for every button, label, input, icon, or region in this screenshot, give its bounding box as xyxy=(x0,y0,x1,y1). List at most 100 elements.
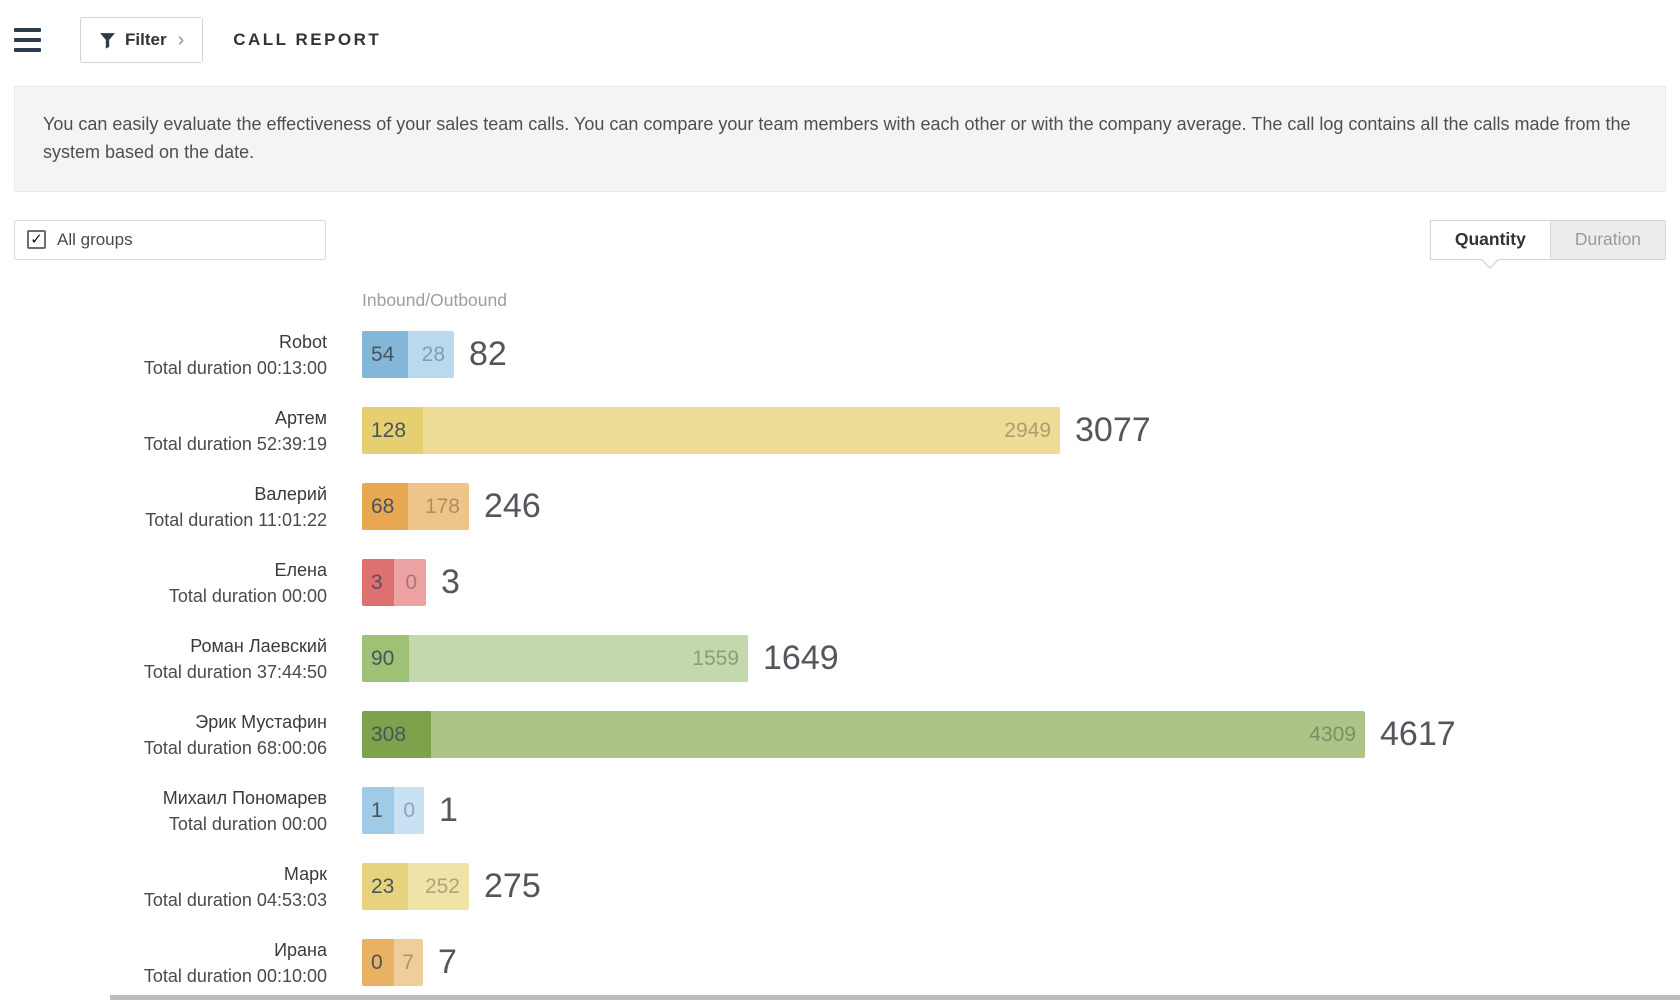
bar-segment-outbound[interactable]: 252 xyxy=(408,863,469,911)
bar: 1 0 xyxy=(362,787,424,835)
agent-name: Robot xyxy=(278,331,327,352)
menu-icon[interactable] xyxy=(14,25,50,55)
row-label: Ирана Total duration 00:10:00 xyxy=(0,937,327,989)
page-title: CALL REPORT xyxy=(233,30,382,49)
chart-row: Роман Лаевский Total duration 37:44:50 9… xyxy=(0,621,1680,697)
bar-segment-inbound[interactable]: 128 xyxy=(362,407,423,455)
filter-button[interactable]: Filter › xyxy=(80,17,204,63)
chart-row: Елена Total duration 00:00 3 0 3 xyxy=(0,545,1680,621)
funnel-icon xyxy=(99,32,116,49)
outbound-count: 0 xyxy=(403,798,415,822)
outbound-count: 178 xyxy=(424,494,460,518)
bar: 128 2949 xyxy=(362,407,1060,455)
bar-segment-outbound[interactable]: 7 xyxy=(394,939,423,987)
total-count: 4617 xyxy=(1380,715,1456,754)
bar-segment-inbound[interactable]: 308 xyxy=(362,711,431,759)
total-count: 7 xyxy=(438,943,457,982)
controls-row: ✓ All groups Quantity Duration xyxy=(14,219,1666,269)
inbound-count: 1 xyxy=(371,798,383,822)
bar-segment-inbound[interactable]: 1 xyxy=(362,787,394,835)
chart-row: Марк Total duration 04:53:03 23 252 275 xyxy=(0,849,1680,925)
total-count: 82 xyxy=(469,335,507,374)
chart-row: Артем Total duration 52:39:19 128 2949 3… xyxy=(0,393,1680,469)
agent-name: Валерий xyxy=(254,483,327,504)
bar: 308 4309 xyxy=(362,711,1365,759)
info-box: You can easily evaluate the effectivenes… xyxy=(14,86,1666,192)
agent-total-duration: Total duration 68:00:06 xyxy=(143,737,327,758)
total-count: 275 xyxy=(484,867,541,906)
bar-segment-inbound[interactable]: 3 xyxy=(362,559,394,607)
all-groups-checkbox-field[interactable]: ✓ All groups xyxy=(14,219,326,260)
chart-row: Robot Total duration 00:13:00 54 28 82 xyxy=(0,317,1680,393)
bar: 68 178 xyxy=(362,483,469,531)
row-label: Елена Total duration 00:00 xyxy=(0,557,327,609)
outbound-count: 7 xyxy=(402,950,414,974)
bar-segment-outbound[interactable]: 2949 xyxy=(423,407,1060,455)
agent-total-duration: Total duration 11:01:22 xyxy=(145,509,327,530)
inbound-count: 0 xyxy=(371,950,383,974)
agent-total-duration: Total duration 37:44:50 xyxy=(143,661,327,682)
bar-segment-outbound[interactable]: 0 xyxy=(394,787,424,835)
all-groups-label: All groups xyxy=(57,229,133,249)
call-report-chart: Inbound/Outbound Robot Total duration 00… xyxy=(0,290,1680,1000)
row-label: Эрик Мустафин Total duration 68:00:06 xyxy=(0,709,327,761)
agent-total-duration: Total duration 00:00 xyxy=(168,813,327,834)
bar: 90 1559 xyxy=(362,635,748,683)
chart-series-header: Inbound/Outbound xyxy=(362,289,507,310)
outbound-count: 28 xyxy=(421,342,445,366)
bar-segment-outbound[interactable]: 178 xyxy=(408,483,469,531)
row-label: Валерий Total duration 11:01:22 xyxy=(0,481,327,533)
row-label: Robot Total duration 00:13:00 xyxy=(0,329,327,381)
bar-segment-outbound[interactable]: 28 xyxy=(408,331,454,379)
chart-row: Эрик Мустафин Total duration 68:00:06 30… xyxy=(0,697,1680,773)
chart-row: Ирана Total duration 00:10:00 0 7 7 xyxy=(0,925,1680,1000)
total-count: 246 xyxy=(484,487,541,526)
bar-segment-outbound[interactable]: 1559 xyxy=(409,635,748,683)
view-mode-tabs: Quantity Duration xyxy=(1429,219,1666,269)
bar: 0 7 xyxy=(362,939,423,987)
bar-segment-outbound[interactable]: 4309 xyxy=(431,711,1365,759)
agent-total-duration: Total duration 00:00 xyxy=(168,585,327,606)
bar: 54 28 xyxy=(362,331,454,379)
chart-rows: Robot Total duration 00:13:00 54 28 82 А… xyxy=(0,317,1680,1000)
bar-segment-inbound[interactable]: 90 xyxy=(362,635,409,683)
bar-segment-inbound[interactable]: 54 xyxy=(362,331,408,379)
row-label: Роман Лаевский Total duration 37:44:50 xyxy=(0,633,327,685)
bar-segment-outbound[interactable]: 0 xyxy=(394,559,426,607)
inbound-count: 128 xyxy=(371,418,407,442)
agent-total-duration: Total duration 00:13:00 xyxy=(143,357,327,378)
tab-duration[interactable]: Duration xyxy=(1550,219,1666,260)
checkbox-checked-icon[interactable]: ✓ xyxy=(27,230,46,250)
inbound-count: 23 xyxy=(371,874,395,898)
inbound-count: 54 xyxy=(371,342,395,366)
chart-row: Валерий Total duration 11:01:22 68 178 2… xyxy=(0,469,1680,545)
total-count: 3 xyxy=(441,563,460,602)
bar: 3 0 xyxy=(362,559,426,607)
total-count: 3077 xyxy=(1075,411,1151,450)
inbound-count: 90 xyxy=(371,646,395,670)
row-label: Михаил Пономарев Total duration 00:00 xyxy=(0,785,327,837)
row-label: Марк Total duration 04:53:03 xyxy=(0,861,327,913)
outbound-count: 0 xyxy=(405,570,417,594)
bar-segment-inbound[interactable]: 0 xyxy=(362,939,394,987)
agent-name: Елена xyxy=(274,559,327,580)
agent-name: Роман Лаевский xyxy=(190,635,327,656)
outbound-count: 1559 xyxy=(692,646,739,670)
outbound-count: 2949 xyxy=(1004,418,1051,442)
outbound-count: 4309 xyxy=(1309,722,1356,746)
agent-name: Михаил Пономарев xyxy=(162,787,327,808)
chevron-right-icon: › xyxy=(177,29,185,51)
tab-quantity[interactable]: Quantity xyxy=(1429,219,1551,269)
agent-total-duration: Total duration 52:39:19 xyxy=(143,433,327,454)
total-count: 1 xyxy=(439,791,458,830)
agent-name: Марк xyxy=(283,863,327,884)
total-count: 1649 xyxy=(763,639,839,678)
bar-segment-inbound[interactable]: 68 xyxy=(362,483,408,531)
agent-total-duration: Total duration 04:53:03 xyxy=(143,889,327,910)
row-label: Артем Total duration 52:39:19 xyxy=(0,405,327,457)
agent-total-duration: Total duration 00:10:00 xyxy=(143,965,327,986)
agent-name: Артем xyxy=(274,407,327,428)
inbound-count: 308 xyxy=(371,722,407,746)
outbound-count: 252 xyxy=(424,874,460,898)
bar-segment-inbound[interactable]: 23 xyxy=(362,863,408,911)
